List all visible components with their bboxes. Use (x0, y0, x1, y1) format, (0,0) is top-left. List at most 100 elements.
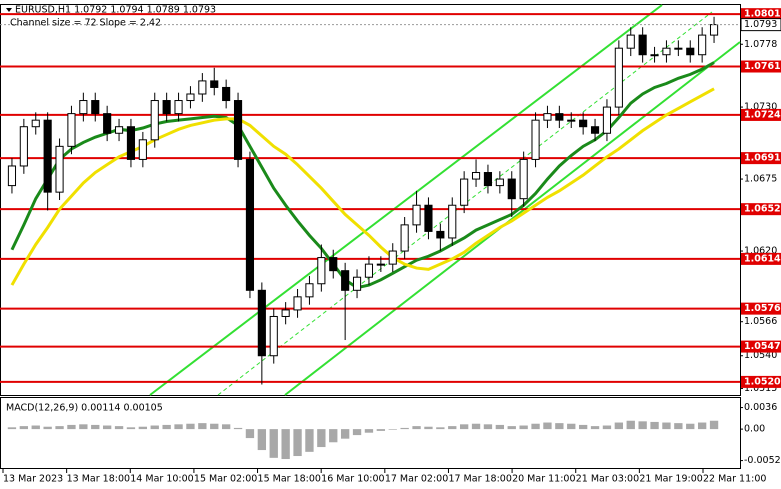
candle-body (495, 178, 504, 187)
channel (149, 4, 741, 396)
candle-body (293, 296, 302, 311)
candle-body (281, 309, 290, 317)
level-label-box (741, 375, 781, 388)
macd-bar (507, 426, 516, 430)
macd-bar (174, 424, 183, 430)
candle-body (222, 86, 231, 102)
candle-body (412, 204, 421, 226)
candle-body (198, 80, 207, 95)
candle-body (138, 139, 147, 160)
level-label-box (741, 152, 781, 165)
candle-body (567, 119, 576, 122)
candle-body (579, 119, 588, 128)
macd-bar (257, 429, 267, 451)
macd-bar (186, 423, 195, 430)
candle-body (614, 47, 623, 108)
candle-body (114, 126, 124, 134)
x-tick-label: 13 Mar 2023 (3, 474, 63, 485)
candle-body (7, 165, 17, 187)
candle-body (329, 257, 338, 272)
y-tick-label: 1.0515 (744, 383, 777, 394)
x-tick-label: 13 Mar 18:00 (67, 474, 130, 485)
level-label: 1.0801 (744, 9, 781, 20)
candle-body (471, 172, 481, 180)
chart-title: EURUSD,H1 1.0792 1.0794 1.0789 1.0793 (15, 5, 216, 16)
candle-body (55, 145, 64, 193)
level-label: 1.0520 (744, 376, 781, 387)
macd-bar (67, 424, 76, 430)
candle-body (257, 289, 266, 357)
candle-body (388, 250, 397, 265)
candle-body (662, 47, 671, 56)
level-label-box (741, 340, 781, 353)
level-label: 1.0652 (744, 204, 781, 215)
candle-body (150, 100, 159, 141)
candle-body (424, 204, 433, 232)
macd-bar (352, 429, 362, 436)
last-price-box (740, 18, 781, 32)
plot-frame (0, 4, 741, 396)
macd-bar (483, 424, 493, 430)
macd-bar (650, 421, 659, 430)
level-label-box (741, 203, 781, 216)
y-tick-label: 1.0620 (744, 246, 777, 257)
title-icon (6, 8, 12, 12)
macd-bar (543, 422, 552, 430)
y-tick-label: 1.0778 (744, 39, 777, 50)
macd-bar (43, 426, 52, 430)
level-label: 1.0724 (744, 109, 781, 120)
x-tick-label: 22 Mar 11:00 (703, 474, 766, 485)
candle-body (103, 113, 112, 134)
x-tick-label: 15 Mar 18:00 (258, 474, 321, 485)
level-label-box (741, 60, 781, 73)
candle-body (555, 113, 564, 121)
macd-bar (471, 423, 481, 430)
macd-bar (281, 429, 290, 460)
candle-body (531, 119, 540, 160)
macd-bar (150, 425, 159, 430)
macd-bar (638, 421, 647, 430)
macd-bar (662, 422, 671, 430)
macd-bar (317, 429, 326, 448)
macd-bar (412, 426, 421, 430)
macd-bar (567, 423, 576, 430)
candle-body (519, 158, 528, 200)
candle-body (364, 263, 374, 278)
macd-bar (329, 429, 338, 443)
candle-body (400, 224, 409, 252)
macd-bar (305, 429, 314, 452)
candle-body (507, 178, 516, 200)
x-tick-label: 20 Mar 11:00 (512, 474, 575, 485)
macd-bar (7, 427, 17, 430)
macd-bar (162, 424, 171, 430)
level-label-box (741, 302, 781, 315)
macd-bar (114, 426, 124, 430)
candle-body (19, 126, 28, 167)
candle-body (448, 204, 457, 239)
channel-line (149, 4, 663, 396)
candle-body (590, 126, 600, 134)
candle-body (709, 24, 719, 36)
y-tick-label: 1.0566 (744, 316, 777, 327)
x-tick-label: 14 Mar 10:00 (130, 474, 193, 485)
macd-bar (459, 424, 469, 430)
candle-body (79, 100, 88, 115)
candle-body (126, 126, 136, 160)
level-label-box (741, 108, 781, 121)
macd-bar (102, 425, 112, 430)
candle-body (686, 47, 695, 56)
x-tick-label: 17 Mar 18:00 (448, 474, 511, 485)
macd-bar (198, 423, 207, 430)
macd-bar (674, 423, 683, 430)
y-tick-label: 1.0540 (744, 350, 777, 361)
level-label: 1.0547 (744, 341, 781, 352)
candle-body (602, 106, 612, 134)
macd-bar (221, 424, 231, 430)
macd-bar (555, 423, 564, 430)
macd-bar (626, 420, 635, 430)
macd-bar (245, 429, 255, 439)
candle-body (650, 54, 659, 57)
macd-bar (602, 425, 612, 430)
x-tick-label: 15 Mar 02:00 (194, 474, 257, 485)
